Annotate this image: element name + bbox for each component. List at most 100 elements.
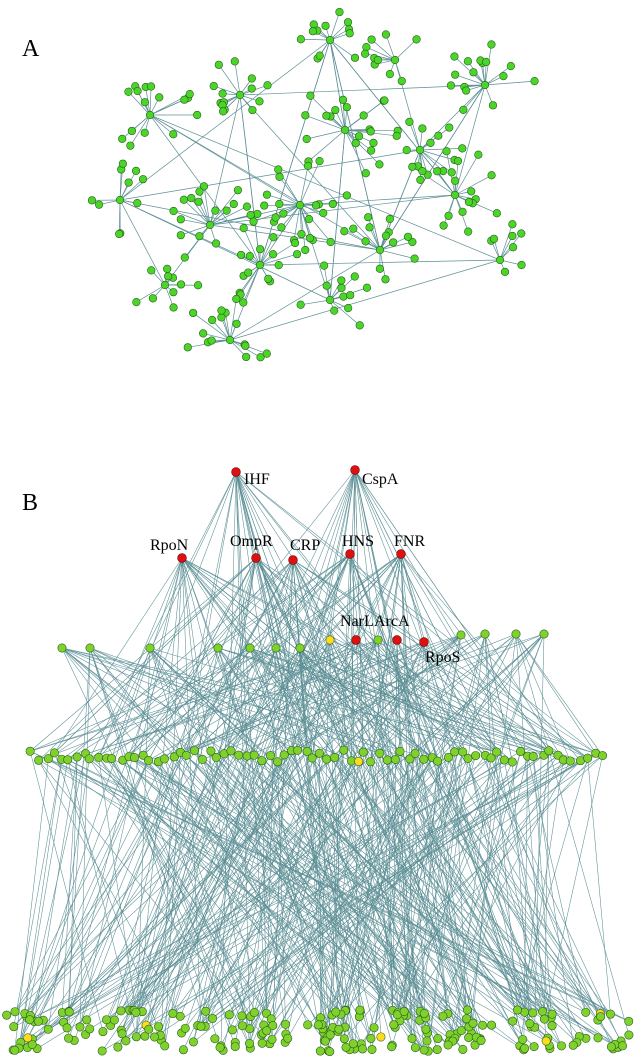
hierarchy-edge <box>217 647 586 1013</box>
network-node <box>133 199 142 208</box>
hierarchy-edge <box>148 633 545 761</box>
network-node <box>403 232 413 241</box>
hierarchy-edge <box>32 757 313 1045</box>
target-gene-node <box>121 1036 131 1046</box>
hierarchy-edge <box>89 647 221 1048</box>
regulator-label-crp: CRP <box>290 537 320 554</box>
mid-gene-node <box>181 750 191 760</box>
network-node <box>296 35 306 44</box>
network-node <box>453 156 463 166</box>
hierarchy-edge <box>329 639 588 759</box>
network-edge <box>259 259 501 266</box>
hierarchy-edge <box>230 750 346 1028</box>
hierarchy-edge <box>395 641 425 760</box>
hierarchy-edge <box>437 633 545 762</box>
hierarchy-edge <box>18 557 183 1049</box>
regulator-label-fnr: FNR <box>394 533 425 550</box>
network-edge <box>366 46 396 61</box>
mid-gene-node <box>433 756 443 766</box>
network-edge <box>279 176 301 206</box>
hierarchy-edge <box>89 647 130 757</box>
mid-gene-node <box>307 753 317 763</box>
network-node <box>366 127 375 136</box>
network-edge <box>419 149 452 173</box>
target-gene-node <box>315 1046 325 1056</box>
hierarchy-edge <box>48 757 335 1030</box>
network-edge <box>306 129 346 140</box>
network-node <box>335 7 344 17</box>
hierarchy-edge <box>329 639 428 1034</box>
target-gene-node <box>281 1019 291 1029</box>
hierarchy-edge <box>371 758 411 1050</box>
network-node <box>380 96 389 105</box>
target-gene-node <box>97 1046 107 1056</box>
network-node <box>499 72 508 81</box>
mid-gene-node <box>94 752 104 762</box>
network-node <box>480 80 490 90</box>
hierarchy-edge <box>275 647 346 1028</box>
hierarchy-edge <box>194 750 404 1016</box>
hierarchy-edge <box>587 758 611 1015</box>
target-gene-node <box>160 1041 170 1051</box>
network-node <box>229 199 238 209</box>
hierarchy-edge <box>255 557 486 756</box>
network-node <box>408 162 417 171</box>
hierarchy-edge <box>18 755 476 1049</box>
hierarchy-edge <box>34 756 78 1022</box>
hierarchy-edge <box>14 759 203 1012</box>
network-edge <box>198 201 211 226</box>
network-node <box>328 199 337 209</box>
hierarchy-edge <box>181 557 371 762</box>
hierarchy-edge <box>89 647 175 758</box>
hierarchy-edge <box>335 553 402 1013</box>
network-node <box>180 95 189 104</box>
target-gene-node <box>339 1034 349 1044</box>
network-edge <box>229 259 501 341</box>
hierarchy-edge <box>148 557 257 1030</box>
hierarchy-edge <box>154 760 571 1038</box>
network-edge <box>209 206 248 226</box>
hierarchy-edge <box>210 750 347 1048</box>
mid-gene-node <box>129 753 139 763</box>
hierarchy-edge <box>164 634 462 760</box>
network-edge <box>149 114 174 135</box>
network-node <box>264 274 273 283</box>
network-node <box>450 176 460 185</box>
network-node <box>274 261 283 270</box>
network-edge <box>499 235 513 261</box>
network-node <box>275 172 284 181</box>
network-node <box>390 55 400 65</box>
target-gene-node <box>85 1024 95 1034</box>
network-edge <box>229 298 237 341</box>
hierarchy-edge <box>354 469 528 757</box>
hierarchy-edge <box>442 751 521 1017</box>
hierarchy-edge <box>120 759 564 1012</box>
target-gene-node <box>547 1009 557 1019</box>
network-node <box>140 98 149 107</box>
network-edge <box>463 84 486 111</box>
target-gene-node <box>180 1023 190 1033</box>
mid-gene-node <box>49 748 59 758</box>
network-node <box>375 160 384 169</box>
mid-gene-node <box>84 754 94 764</box>
network-node <box>211 239 221 248</box>
network-edge <box>203 333 231 341</box>
network-node <box>309 20 318 29</box>
mid-gene-node <box>395 746 405 756</box>
network-node <box>492 209 501 218</box>
network-node <box>444 211 453 220</box>
network-node <box>322 281 331 290</box>
network-node <box>346 291 355 300</box>
network-node <box>354 132 364 141</box>
hierarchy-edge <box>306 553 402 752</box>
hierarchy-edge <box>158 761 250 1029</box>
network-node <box>301 245 310 255</box>
hierarchy-edge <box>212 755 545 1019</box>
network-edge <box>191 197 211 226</box>
target-gene-node <box>462 1005 472 1015</box>
hierarchy-edge <box>448 757 524 1040</box>
network-edge <box>367 217 381 251</box>
hierarchy-edge <box>61 553 351 760</box>
target-gene-node <box>487 1020 497 1030</box>
network-node <box>305 233 315 243</box>
